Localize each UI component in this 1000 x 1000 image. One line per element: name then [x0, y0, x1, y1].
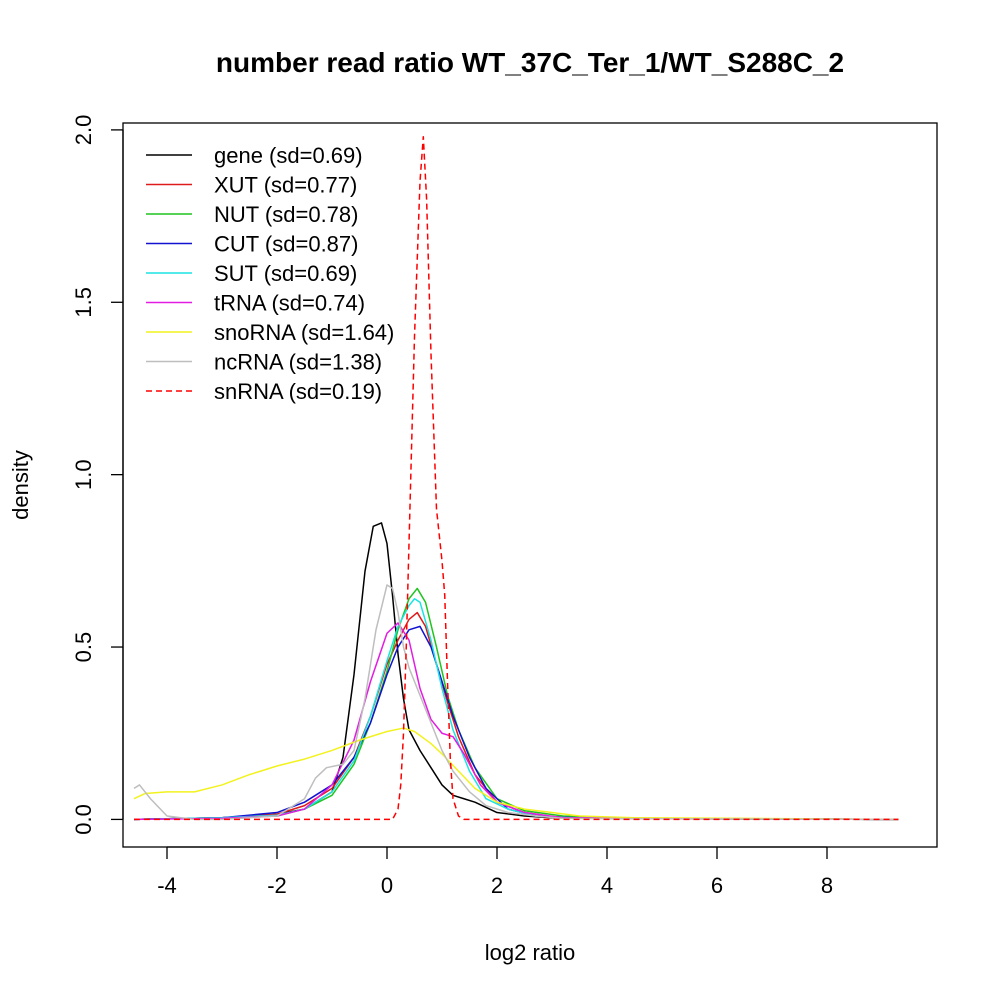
x-tick-label: -4	[157, 873, 177, 898]
x-axis-label: log2 ratio	[485, 940, 576, 965]
y-tick-label: 0.5	[71, 632, 96, 663]
legend-label-5: tRNA (sd=0.74)	[214, 291, 365, 316]
y-tick-label: 1.5	[71, 287, 96, 318]
y-tick-label: 1.0	[71, 459, 96, 490]
legend-label-3: CUT (sd=0.87)	[214, 232, 358, 257]
y-axis: 0.0 0.5 1.0 1.5 2.0	[71, 115, 124, 835]
x-axis: -4 -2 0 2 4 6 8	[157, 846, 833, 898]
legend-label-6: snoRNA (sd=1.64)	[214, 320, 394, 345]
series-line-5	[133, 622, 899, 821]
legend-label-7: ncRNA (sd=1.38)	[214, 350, 382, 375]
x-tick-label: -2	[267, 873, 287, 898]
y-tick-label: 2.0	[71, 115, 96, 146]
series-line-7	[133, 584, 899, 821]
chart-title: number read ratio WT_37C_Ter_1/WT_S288C_…	[216, 47, 844, 78]
legend-label-4: SUT (sd=0.69)	[214, 261, 357, 286]
x-tick-label: 0	[381, 873, 393, 898]
y-axis-label: density	[8, 450, 33, 520]
x-tick-label: 8	[821, 873, 833, 898]
x-tick-label: 4	[601, 873, 613, 898]
legend-label-2: NUT (sd=0.78)	[214, 202, 358, 227]
legend-label-1: XUT (sd=0.77)	[214, 173, 357, 198]
x-tick-label: 2	[491, 873, 503, 898]
series-lines	[133, 136, 899, 821]
series-line-8	[134, 136, 899, 821]
y-tick-label: 0.0	[71, 804, 96, 835]
legend-label-0: gene (sd=0.69)	[214, 143, 363, 168]
legend: gene (sd=0.69) XUT (sd=0.77) NUT (sd=0.78)…	[146, 143, 394, 404]
legend-label-8: snRNA (sd=0.19)	[214, 379, 382, 404]
x-tick-label: 6	[711, 873, 723, 898]
series-line-4	[133, 598, 899, 821]
